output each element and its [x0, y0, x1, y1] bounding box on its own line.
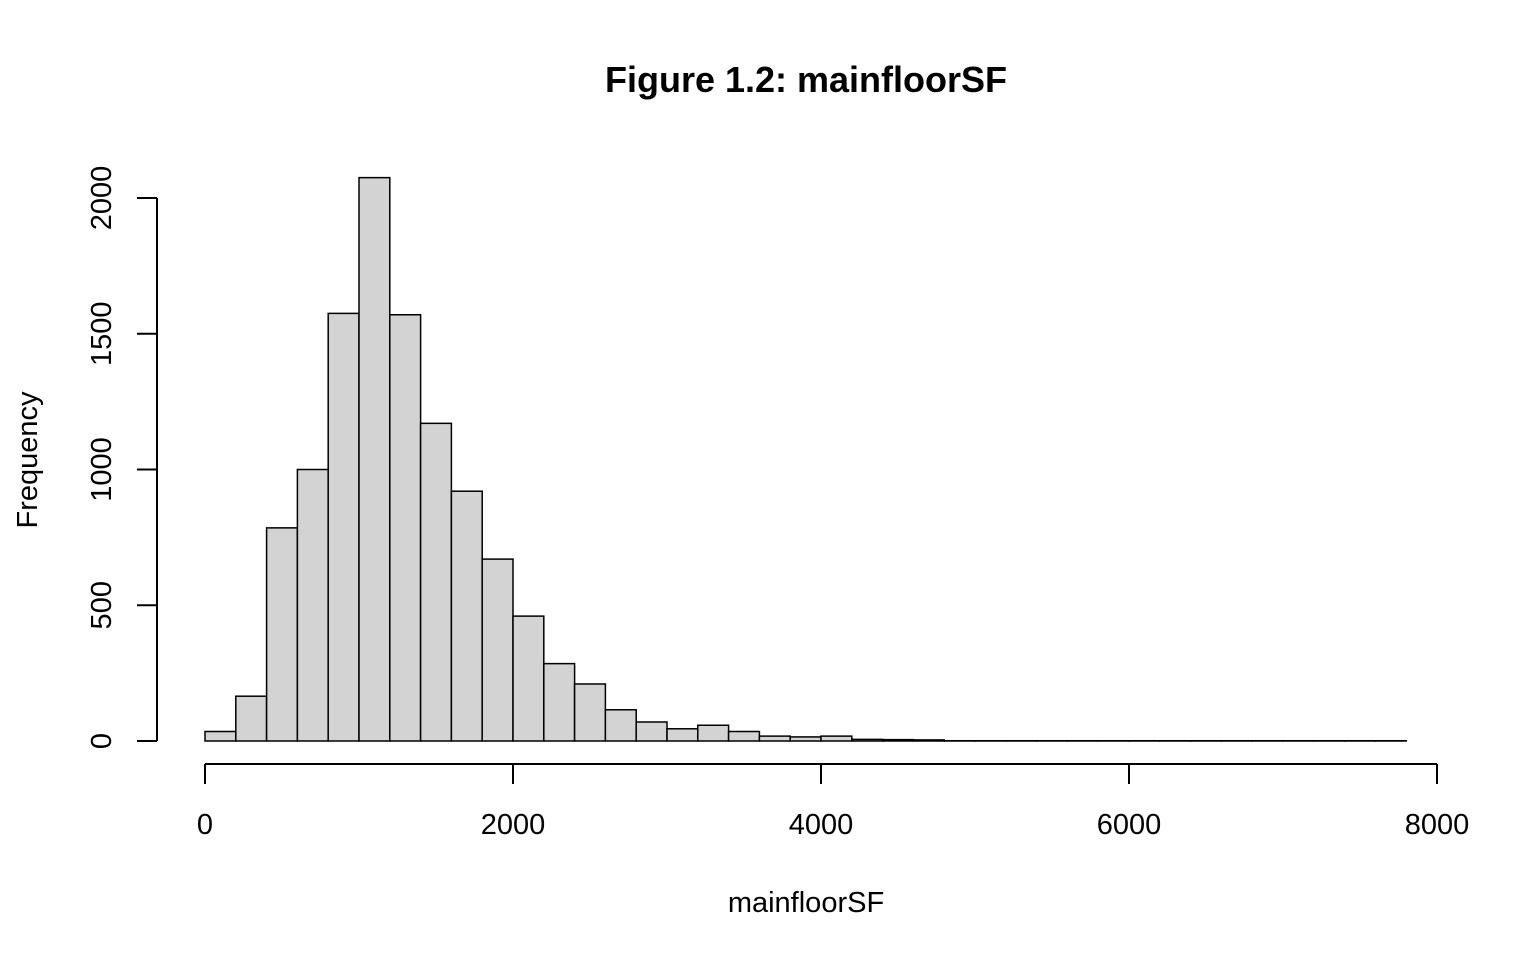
histogram-bar	[605, 710, 636, 741]
histogram-bar	[852, 739, 883, 741]
y-tick-label: 500	[86, 581, 118, 629]
histogram-bar	[544, 664, 575, 741]
histogram-bar	[883, 740, 914, 741]
x-tick-label: 0	[197, 809, 213, 841]
histogram-bar	[328, 313, 359, 741]
histogram-bar	[575, 684, 606, 741]
histogram-bar	[759, 736, 790, 741]
histogram-bar	[267, 528, 298, 741]
histogram-bar	[359, 178, 390, 741]
x-tick-label: 6000	[1097, 809, 1162, 841]
y-axis: 0 500 1000 1500 2000	[86, 166, 157, 749]
x-tick-label: 2000	[481, 809, 546, 841]
chart-title: Figure 1.2: mainfloorSF	[605, 59, 1007, 100]
histogram-bar	[390, 315, 421, 741]
y-tick-label: 1000	[86, 437, 118, 502]
histogram-bar	[790, 737, 821, 741]
y-tick-label: 2000	[86, 166, 118, 231]
histogram-bar	[698, 725, 729, 741]
x-tick-label: 4000	[789, 809, 854, 841]
histogram-bar	[451, 491, 482, 741]
x-axis-label: mainfloorSF	[728, 887, 884, 919]
histogram-bar	[236, 696, 267, 741]
histogram-bar	[729, 731, 760, 741]
histogram-bar	[821, 736, 852, 741]
x-axis: 0 2000 4000 6000 8000	[197, 764, 1469, 841]
bars-group	[205, 178, 1406, 741]
histogram-bar	[636, 722, 667, 741]
y-axis-label: Frequency	[12, 391, 44, 529]
histogram-bar	[667, 729, 698, 741]
histogram-bar	[205, 731, 236, 741]
histogram-bar	[513, 616, 544, 741]
histogram-bar	[482, 559, 513, 741]
y-tick-label: 0	[86, 733, 118, 749]
histogram-bar	[913, 740, 944, 741]
y-tick-label: 1500	[86, 301, 118, 366]
histogram-bar	[421, 423, 452, 741]
x-tick-label: 8000	[1405, 809, 1470, 841]
histogram-bar	[297, 470, 328, 742]
